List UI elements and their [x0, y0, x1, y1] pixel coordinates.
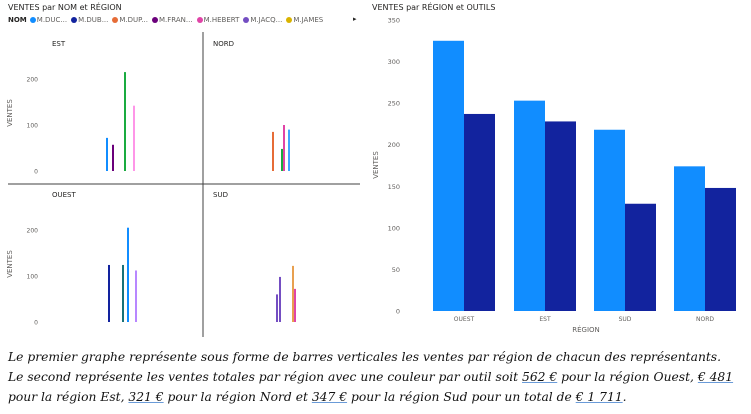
amount-sud: 347 €	[311, 390, 348, 404]
bar	[272, 131, 274, 171]
legend-label: M.DUB...	[78, 16, 109, 24]
legend-item[interactable]: M.JAMES	[286, 16, 323, 24]
legend-label: M.JACQ...	[250, 16, 283, 24]
caption-text: pour la région Nord et	[163, 390, 312, 404]
legend-item[interactable]: M.DUB...	[71, 16, 108, 24]
left-chart-panel: VENTES par NOM et RÉGION NOM M.DUC... M.DU…	[0, 0, 360, 345]
bar	[545, 121, 576, 311]
y-axis-label: VENTES	[6, 99, 14, 127]
legend-label: M.DUP...	[119, 16, 148, 24]
x-tick-label: OUEST	[454, 316, 475, 323]
y-tick-label: 50	[392, 266, 400, 274]
caption: Le premier graphe représente sous forme …	[8, 347, 748, 407]
legend-dot-icon	[71, 17, 78, 23]
bar	[279, 276, 281, 322]
y-axis-label: VENTES	[6, 250, 14, 278]
bar	[294, 288, 296, 322]
y-tick-label: 350	[388, 17, 400, 25]
y-tick-label: 0	[34, 169, 38, 176]
amount-total: € 1 711	[575, 390, 623, 404]
bar	[288, 129, 290, 171]
y-tick-label: 200	[27, 77, 39, 84]
legend-item[interactable]: M.HEBERT	[196, 16, 240, 24]
y-tick-label: 250	[388, 100, 400, 108]
legend-label: M.DUC...	[36, 16, 68, 24]
caption-text: Le second représente les ventes totales …	[8, 370, 523, 384]
y-tick-label: 100	[27, 274, 39, 281]
bar	[464, 113, 495, 311]
region-bar-chart: 0 50 100 150 200 250 300 350 VENTES OUEST EST SUD NO…	[372, 17, 736, 334]
bar	[283, 125, 285, 171]
caption-line-1: Le premier graphe représente sous forme …	[8, 347, 748, 367]
caption-text: Le premier graphe représente sous forme …	[8, 350, 722, 364]
legend-item[interactable]: M.JACQ...	[243, 16, 282, 24]
y-tick-label: 200	[27, 228, 39, 235]
bar	[292, 265, 294, 322]
bar	[705, 187, 736, 311]
y-tick-label: 200	[388, 141, 400, 149]
y-tick-label: 0	[396, 308, 400, 316]
y-tick-label: 300	[388, 58, 400, 66]
legend-dot-icon	[151, 17, 158, 23]
amount-ouest: 562 €	[522, 370, 558, 384]
facet-chart: EST 0 100 200 VENTES NORD OUEST 0 100 200 VENTES SU…	[6, 32, 360, 337]
legend-title: NOM	[8, 16, 27, 24]
caption-line-2: Le second représente les ventes totales …	[8, 367, 748, 387]
facet-label: EST	[52, 40, 66, 48]
bar	[281, 148, 283, 171]
facet-label: SUD	[213, 191, 228, 199]
bar	[108, 264, 110, 322]
y-tick-label: 0	[34, 320, 38, 327]
bar	[625, 203, 656, 311]
bar	[112, 144, 114, 171]
caption-text: pour la région Est,	[8, 390, 129, 404]
legend-label: M.HEBERT	[203, 16, 240, 24]
facet-label: NORD	[213, 40, 234, 48]
right-chart-panel: VENTES par RÉGION et OUTILS 0 50 100 150 200…	[368, 0, 751, 345]
bar	[433, 40, 464, 312]
legend-more-arrow-icon[interactable]: ▸	[353, 15, 357, 23]
legend-label: M.FRAN...	[158, 16, 193, 24]
legend-item[interactable]: M.DUP...	[112, 16, 148, 24]
y-tick-label: 150	[388, 183, 400, 191]
bar	[674, 166, 705, 311]
bar	[124, 72, 126, 171]
left-chart-title: VENTES par NOM et RÉGION	[8, 3, 122, 12]
legend-dot-icon	[112, 17, 119, 23]
bar	[276, 294, 278, 322]
amount-est: € 481	[697, 370, 734, 384]
legend-dot-icon	[196, 17, 203, 23]
bar	[122, 264, 124, 322]
legend-item[interactable]: M.FRAN...	[151, 16, 193, 24]
bar	[594, 129, 625, 311]
facet-label: OUEST	[52, 191, 76, 199]
legend-item[interactable]: M.DUC...	[29, 16, 68, 24]
x-tick-label: EST	[539, 316, 551, 323]
legend-label: M.JAMES	[293, 16, 324, 24]
legend-dot-icon	[286, 17, 293, 23]
legend-dot-icon	[29, 17, 36, 23]
caption-text: .	[622, 390, 627, 404]
caption-line-3: pour la région Est, 321 € pour la région…	[8, 387, 748, 407]
y-tick-label: 100	[388, 224, 400, 232]
bar	[133, 105, 135, 171]
x-tick-label: NORD	[696, 316, 714, 323]
bar	[106, 137, 108, 171]
bar	[135, 270, 137, 322]
bar	[127, 227, 129, 322]
y-tick-label: 100	[27, 123, 39, 130]
caption-text: pour la région Sud pour un total de	[347, 390, 576, 404]
caption-text: pour la région Ouest,	[557, 370, 698, 384]
legend-dot-icon	[243, 17, 250, 23]
y-axis-label: VENTES	[372, 151, 380, 179]
bar	[514, 100, 545, 311]
right-chart-title: VENTES par RÉGION et OUTILS	[372, 3, 496, 12]
amount-nord: 321 €	[128, 390, 164, 404]
x-tick-label: SUD	[619, 316, 632, 323]
legend: NOM M.DUC... M.DUB... M.DUP... M.FRAN... M.HE…	[8, 16, 327, 28]
x-axis-label: RÉGION	[572, 325, 600, 334]
